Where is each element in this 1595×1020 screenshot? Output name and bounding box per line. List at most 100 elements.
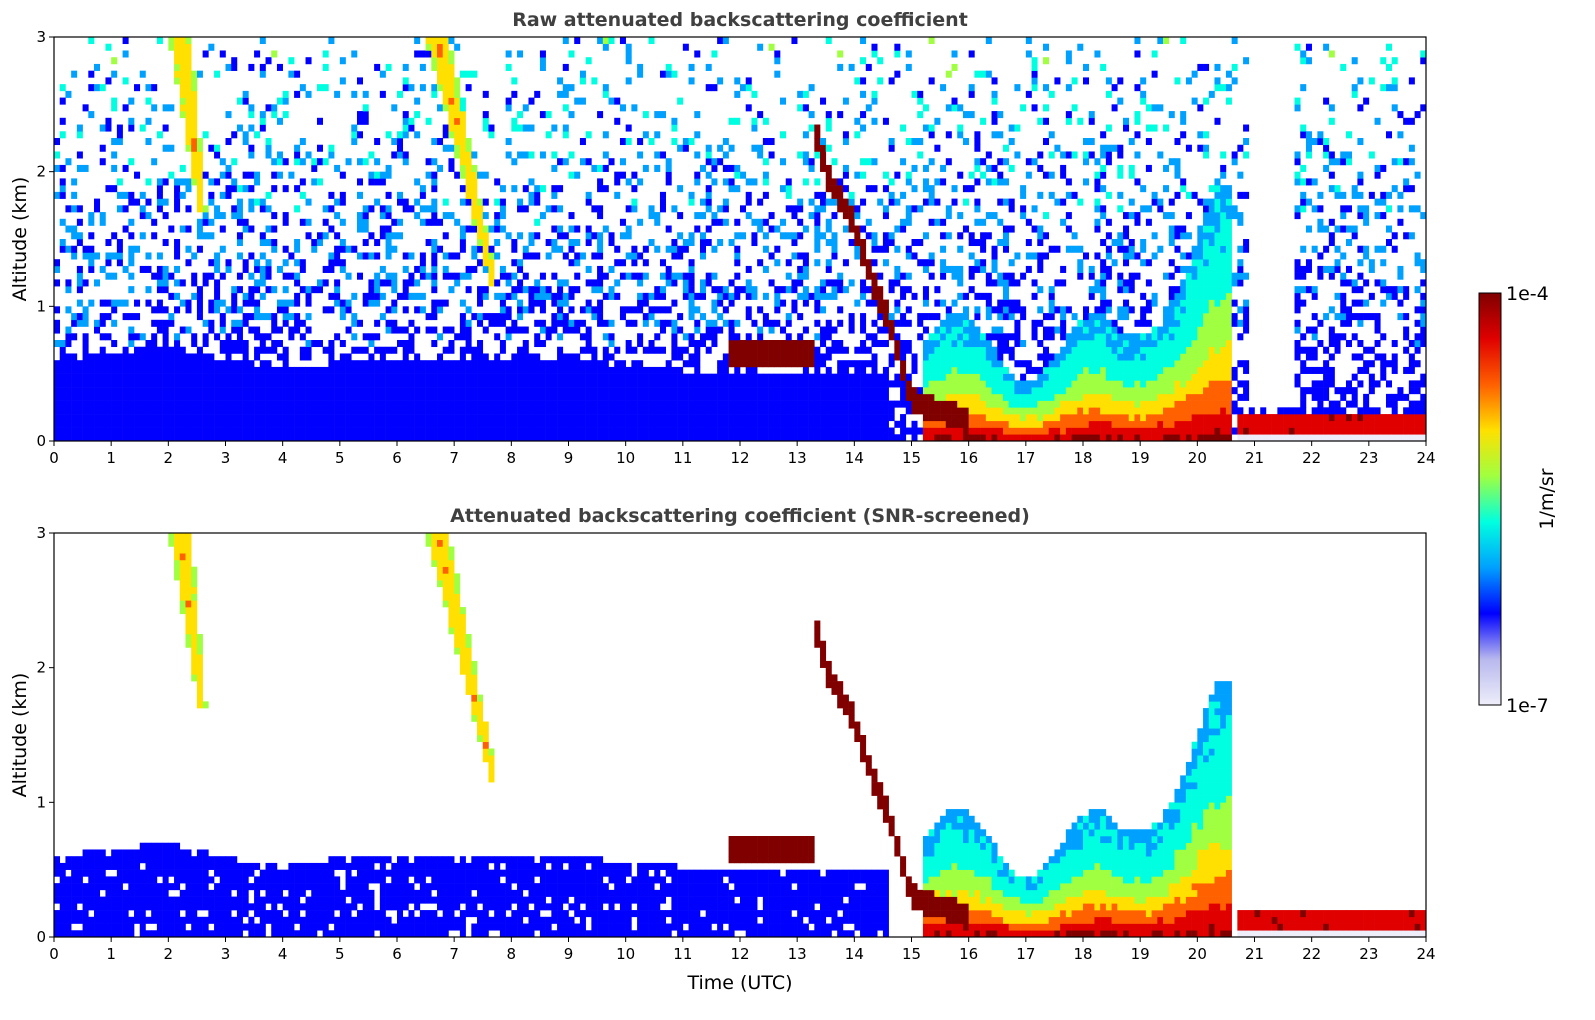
heatmap-cell <box>802 380 809 388</box>
heatmap-cell <box>757 259 764 267</box>
heatmap-cell <box>688 191 695 199</box>
heatmap-cell <box>116 380 123 388</box>
heatmap-cell <box>631 185 638 193</box>
heatmap-cell <box>1105 151 1112 159</box>
heatmap-cell <box>1037 387 1044 395</box>
heatmap-cell <box>1060 420 1067 428</box>
heatmap-cell <box>499 299 506 307</box>
heatmap-cell <box>728 400 735 408</box>
heatmap-cell <box>219 212 226 220</box>
heatmap-cell <box>734 366 741 374</box>
heatmap-cell <box>402 265 409 273</box>
heatmap-cell <box>637 178 644 186</box>
heatmap-cell <box>402 407 409 415</box>
heatmap-cell <box>448 158 455 166</box>
heatmap-cell <box>962 346 969 354</box>
heatmap-cell <box>505 434 512 442</box>
heatmap-cell <box>156 306 163 314</box>
heatmap-cell <box>242 407 249 415</box>
heatmap-cell <box>740 232 747 240</box>
heatmap-cell <box>517 259 524 267</box>
heatmap-cell <box>1037 286 1044 294</box>
heatmap-cell <box>568 407 575 415</box>
heatmap-cell <box>665 265 672 273</box>
heatmap-cell <box>648 138 655 146</box>
heatmap-cell <box>968 90 975 98</box>
heatmap-cell <box>694 393 701 401</box>
heatmap-cell <box>717 400 724 408</box>
heatmap-cell <box>465 393 472 401</box>
heatmap-cell <box>271 286 278 294</box>
heatmap-cell <box>831 380 838 388</box>
heatmap-cell <box>997 393 1004 401</box>
heatmap-cell <box>339 414 346 422</box>
heatmap-cell <box>174 346 181 354</box>
heatmap-cell <box>677 387 684 395</box>
heatmap-cell <box>705 198 712 206</box>
heatmap-cell <box>619 272 626 280</box>
heatmap-cell <box>711 178 718 186</box>
heatmap-cell <box>1088 333 1095 341</box>
heatmap-cell <box>265 144 272 152</box>
heatmap-cell <box>1123 333 1130 341</box>
heatmap-cell <box>877 286 884 294</box>
heatmap-cell <box>768 326 775 334</box>
heatmap-cell <box>871 400 878 408</box>
heatmap-cell <box>334 90 341 98</box>
heatmap-cell <box>991 400 998 408</box>
heatmap-cell <box>614 407 621 415</box>
heatmap-cell <box>659 191 666 199</box>
heatmap-cell <box>442 63 449 71</box>
heatmap-cell <box>762 138 769 146</box>
heatmap-cell <box>288 407 295 415</box>
heatmap-cell <box>276 366 283 374</box>
heatmap-cell <box>156 380 163 388</box>
heatmap-cell <box>860 292 867 300</box>
heatmap-cell <box>911 239 918 247</box>
heatmap-cell <box>214 414 221 422</box>
heatmap-cell <box>945 319 952 327</box>
heatmap-cell <box>345 380 352 388</box>
heatmap-cell <box>471 245 478 253</box>
heatmap-cell <box>168 144 175 152</box>
heatmap-cell <box>854 346 861 354</box>
heatmap-cell <box>88 299 95 307</box>
heatmap-cell <box>711 212 718 220</box>
heatmap-cell <box>562 124 569 132</box>
heatmap-cell <box>957 279 964 287</box>
heatmap-cell <box>1065 346 1072 354</box>
heatmap-cell <box>448 111 455 119</box>
heatmap-cell <box>471 346 478 354</box>
heatmap-cell <box>225 111 232 119</box>
heatmap-cell <box>614 245 621 253</box>
heatmap-cell <box>654 306 661 314</box>
heatmap-cell <box>1042 400 1049 408</box>
heatmap-cell <box>539 57 546 65</box>
heatmap-cell <box>722 218 729 226</box>
heatmap-cell <box>802 366 809 374</box>
heatmap-cell <box>351 360 358 368</box>
heatmap-cell <box>980 434 987 442</box>
heatmap-cell <box>1002 239 1009 247</box>
heatmap-cell <box>991 90 998 98</box>
heatmap-cell <box>585 380 592 388</box>
heatmap-cell <box>894 299 901 307</box>
heatmap-cell <box>311 373 318 381</box>
heatmap-cell <box>1002 232 1009 240</box>
heatmap-cell <box>351 420 358 428</box>
heatmap-cell <box>151 218 158 226</box>
heatmap-cell <box>168 319 175 327</box>
heatmap-cell <box>134 414 141 422</box>
heatmap-cell <box>699 380 706 388</box>
heatmap-cell <box>477 434 484 442</box>
heatmap-cell <box>339 380 346 388</box>
heatmap-cell <box>699 286 706 294</box>
heatmap-cell <box>225 414 232 422</box>
heatmap-cell <box>179 37 186 45</box>
heatmap-cell <box>174 37 181 45</box>
heatmap-cell <box>185 70 192 78</box>
heatmap-cell <box>408 292 415 300</box>
heatmap-cell <box>1077 43 1084 51</box>
heatmap-cell <box>219 393 226 401</box>
heatmap-cell <box>1111 427 1118 435</box>
